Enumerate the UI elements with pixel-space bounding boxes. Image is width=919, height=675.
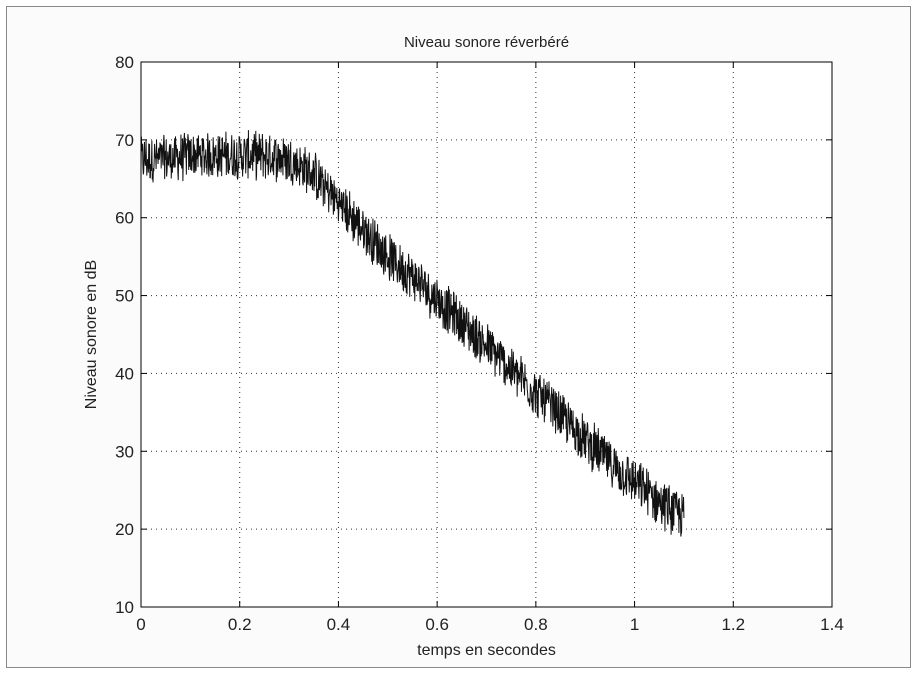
- chart-title: Niveau sonore réverbéré: [404, 34, 569, 51]
- y-tick-label: 30: [115, 442, 134, 461]
- x-tick-label: 0.8: [524, 615, 548, 634]
- axis-ticks: 0 0.2 0.4 0.6 0.8 1 1.2 1.4 10 20 30 40 50 60 70 80: [115, 53, 844, 634]
- y-tick-label: 10: [115, 598, 134, 617]
- x-tick-label: 0.4: [327, 615, 351, 634]
- y-tick-label: 70: [115, 131, 134, 150]
- y-tick-label: 20: [115, 520, 134, 539]
- grid-lines: [141, 62, 832, 607]
- x-tick-label: 0.2: [228, 615, 252, 634]
- x-tick-label: 1: [630, 615, 639, 634]
- x-tick-label: 0: [136, 615, 145, 634]
- plot-frame: [140, 61, 833, 608]
- y-axis-label: Niveau sonore en dB: [83, 260, 100, 409]
- x-axis-label: temps en secondes: [417, 642, 556, 659]
- y-tick-label: 40: [115, 364, 134, 383]
- x-tick-label: 1.4: [820, 615, 844, 634]
- series-line: [140, 130, 685, 537]
- y-tick-label: 80: [115, 53, 134, 72]
- y-tick-label: 50: [115, 287, 134, 306]
- x-tick-label: 1.2: [721, 615, 745, 634]
- x-tick-label: 0.6: [425, 615, 449, 634]
- y-tick-label: 60: [115, 209, 134, 228]
